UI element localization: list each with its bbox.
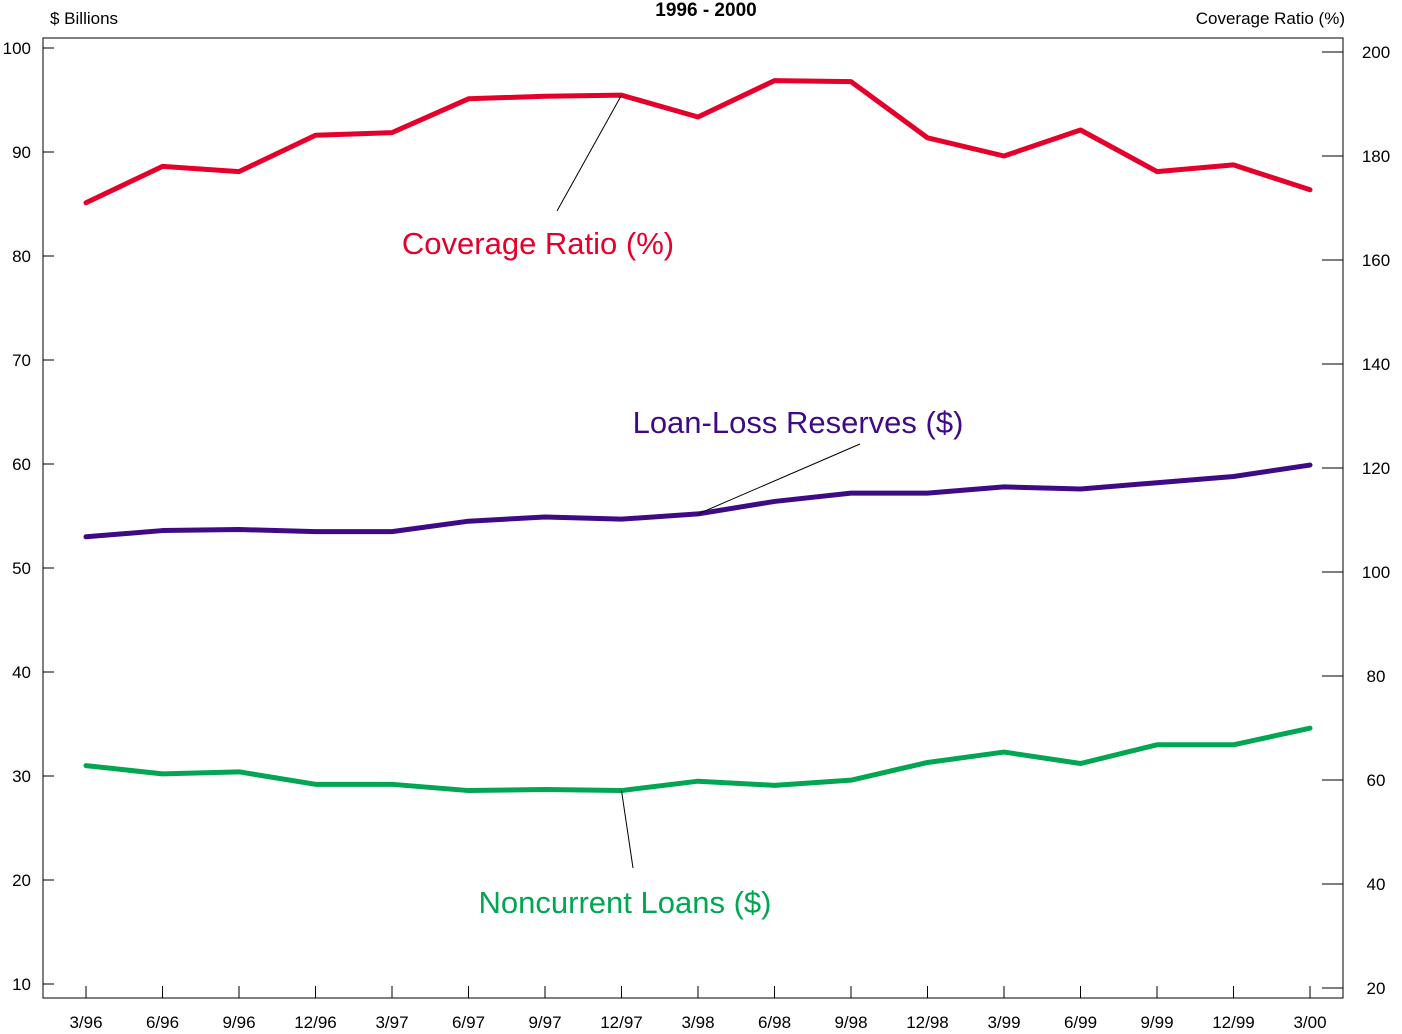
- right-tick-label: 20: [1367, 979, 1386, 998]
- left-tick-label: 70: [12, 351, 31, 370]
- right-tick-label: 140: [1362, 355, 1390, 374]
- left-tick-label: 60: [12, 455, 31, 474]
- left-tick-label: 40: [12, 663, 31, 682]
- x-tick-label: 9/98: [834, 1013, 867, 1032]
- left-tick-label: 20: [12, 871, 31, 890]
- x-tick-label: 12/99: [1212, 1013, 1255, 1032]
- left-tick-label: 100: [3, 39, 31, 58]
- right-tick-label: 160: [1362, 251, 1390, 270]
- loan-loss-reserves-label: Loan-Loss Reserves ($): [633, 405, 964, 440]
- x-tick-label: 6/98: [758, 1013, 791, 1032]
- right-tick-label: 100: [1362, 563, 1390, 582]
- x-tick-label: 9/99: [1140, 1013, 1173, 1032]
- right-tick-label: 200: [1362, 43, 1390, 62]
- chart-title: 1996 - 2000: [655, 0, 756, 21]
- x-tick-label: 3/00: [1293, 1013, 1326, 1032]
- right-tick-label: 40: [1367, 875, 1386, 894]
- left-tick-label: 80: [12, 247, 31, 266]
- right-axis-label: Coverage Ratio (%): [1196, 9, 1345, 28]
- left-axis-label: $ Billions: [50, 9, 118, 28]
- left-tick-label: 50: [12, 559, 31, 578]
- noncurrent-loans-leader-line: [621, 790, 634, 869]
- left-tick-label: 90: [12, 143, 31, 162]
- noncurrent-loans-line: [83, 725, 1313, 794]
- noncurrent-loans-label: Noncurrent Loans ($): [479, 885, 772, 920]
- right-tick-label: 60: [1367, 771, 1386, 790]
- right-tick-label: 120: [1362, 459, 1390, 478]
- x-tick-label: 12/98: [906, 1013, 949, 1032]
- callout-layer: Coverage Ratio (%) Loan-Loss Reserves ($)…: [402, 94, 964, 920]
- loan-loss-reserves-line: [83, 462, 1313, 540]
- x-tick-label: 3/97: [375, 1013, 408, 1032]
- x-tick-label: 6/99: [1064, 1013, 1097, 1032]
- x-tick-label: 3/96: [69, 1013, 102, 1032]
- coverage-ratio-label: Coverage Ratio (%): [402, 226, 674, 261]
- x-tick-label: 6/96: [146, 1013, 179, 1032]
- x-tick-label: 12/97: [600, 1013, 643, 1032]
- x-tick-label: 6/97: [452, 1013, 485, 1032]
- plot-frame: [42, 37, 1344, 999]
- left-tick-label: 10: [12, 975, 31, 994]
- x-tick-label: 3/98: [681, 1013, 714, 1032]
- coverage-ratio-leader-line: [556, 94, 622, 212]
- x-tick-label: 12/96: [294, 1013, 337, 1032]
- axes-layer: 10 20 30 40 50 60 70 80 90 100 20 40 60 80 100 120 140 16…: [3, 39, 1391, 1032]
- x-tick-label: 9/97: [528, 1013, 561, 1032]
- coverage-ratio-line: [83, 78, 1313, 206]
- right-tick-label: 80: [1367, 667, 1386, 686]
- loan-loss-reserves-leader-line: [697, 443, 861, 515]
- left-tick-label: 30: [12, 767, 31, 786]
- x-tick-label: 9/96: [222, 1013, 255, 1032]
- right-tick-label: 180: [1362, 147, 1390, 166]
- x-tick-label: 3/99: [987, 1013, 1020, 1032]
